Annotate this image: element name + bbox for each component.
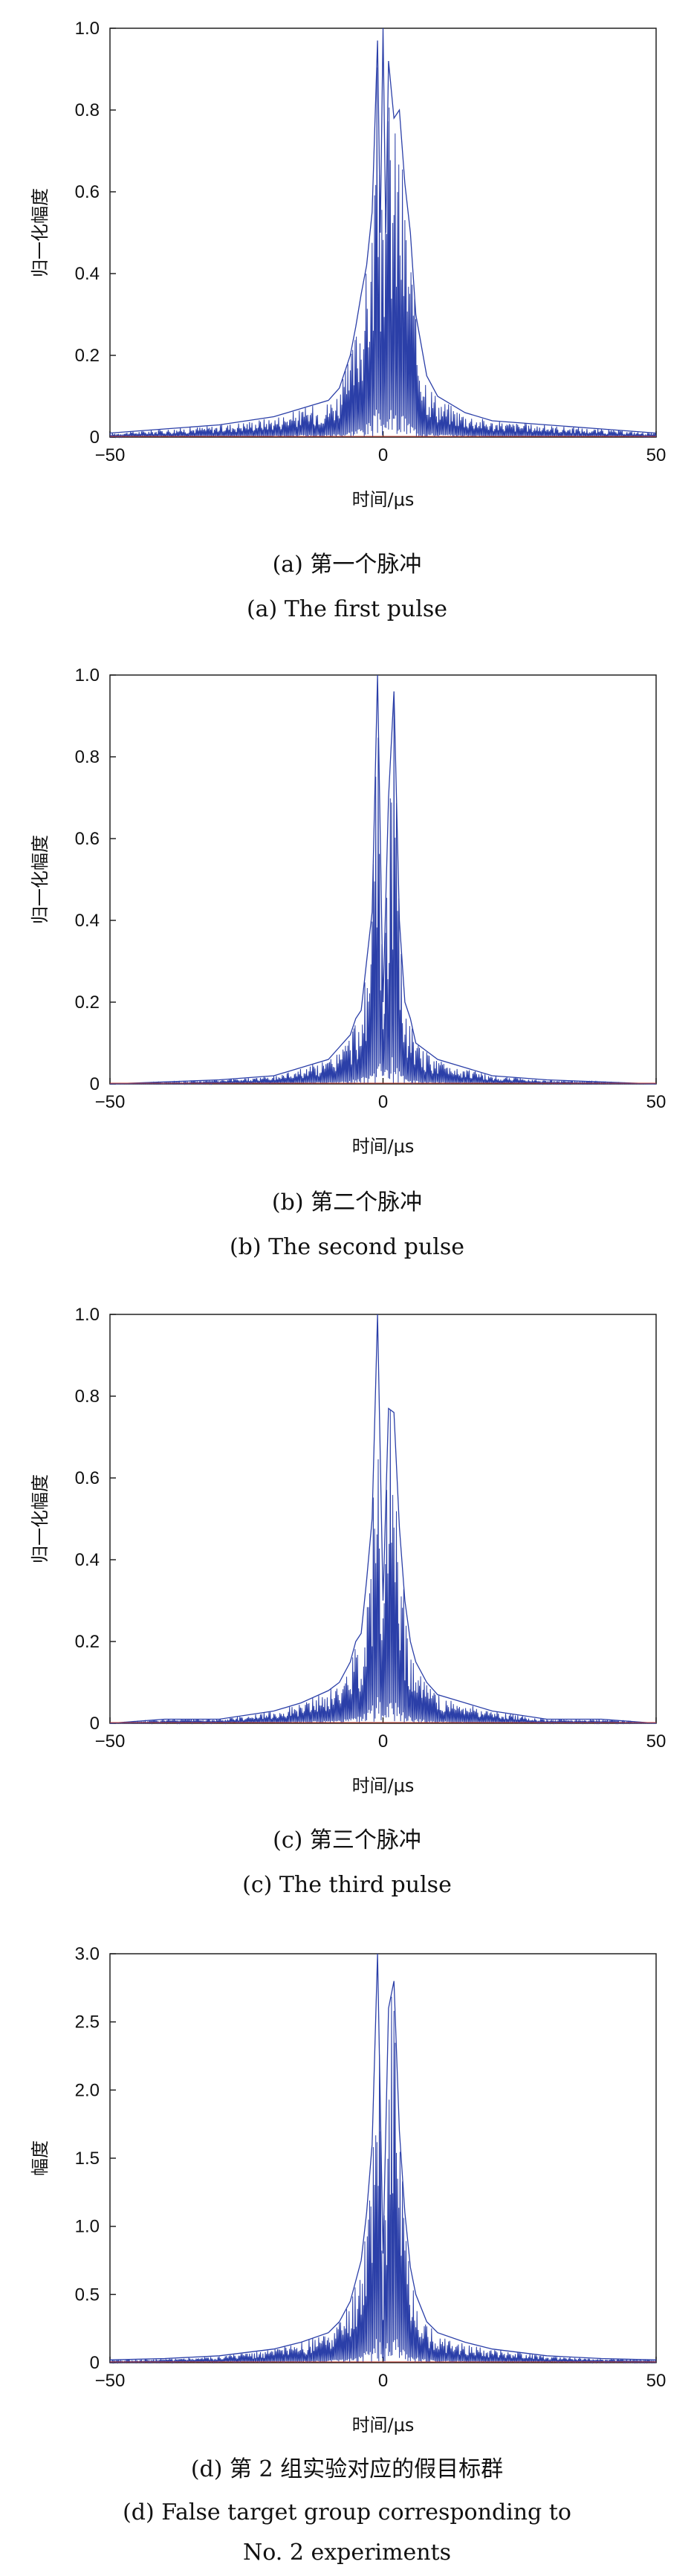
y-tick-label: 0: [90, 1074, 100, 1094]
series-line: [109, 674, 657, 1085]
x-tick-label: 50: [646, 1731, 667, 1752]
signal-trace: [110, 696, 656, 1085]
caption-b-cn: (b) 第二个脉冲: [271, 1189, 423, 1216]
caption-a-cn: (a) 第一个脉冲: [272, 552, 422, 578]
y-tick-label: 3.0: [75, 1944, 100, 1964]
x-tick-label: −50: [95, 1092, 126, 1112]
x-tick-label: −50: [95, 1731, 126, 1752]
series-line: [109, 28, 657, 434]
signal-trace: [110, 1410, 656, 1725]
y-tick-label: 0.8: [75, 747, 100, 767]
x-tick-label: 0: [378, 1092, 388, 1112]
chart-panel-a: 0 0.2 0.4 0.6 0.8 1.0 −50 0 50 时间/μs 归一化幅度 (a) 第一个…: [0, 0, 694, 647]
x-axis-label: 时间/μs: [352, 1136, 415, 1157]
y-tick-label: 1.0: [75, 19, 100, 39]
caption-b-en: (b) The second pulse: [229, 1234, 465, 1260]
y-tick-label: 0.2: [75, 1632, 100, 1652]
x-axis-label: 时间/μs: [352, 489, 415, 510]
signal-trace: [109, 1996, 657, 2364]
series-line: [109, 1953, 657, 2360]
caption-d-en-line2: No. 2 experiments: [242, 2540, 452, 2566]
y-axis-label: 归一化幅度: [30, 1474, 51, 1563]
x-tick-label: 50: [646, 1092, 667, 1112]
plot-frame: [109, 674, 657, 1085]
y-tick-label: 0.4: [75, 264, 100, 284]
y-tick-label: 0: [90, 427, 100, 448]
y-tick-label: 0.6: [75, 829, 100, 849]
y-axis-label: 归一化幅度: [30, 188, 51, 277]
x-tick-label: 50: [646, 2371, 667, 2391]
caption-d-en: (d) False target group corresponding to: [123, 2499, 571, 2525]
caption-c-en: (c) The third pulse: [242, 1872, 452, 1898]
x-axis-label: 时间/μs: [352, 2415, 415, 2435]
y-tick-label: 0.8: [75, 1387, 100, 1407]
caption-d-cn: (d) 第 2 组实验对应的假目标群: [190, 2456, 504, 2482]
y-tick-label: 0.8: [75, 100, 100, 120]
y-tick-label: 2.5: [75, 2012, 100, 2033]
x-axis-label: 时间/μs: [352, 1775, 415, 1796]
y-axis-label: 幅度: [30, 2140, 51, 2176]
y-tick-label: 0.4: [75, 911, 100, 931]
chart-panel-c: 0 0.2 0.4 0.6 0.8 1.0 −50 0 50 时间/μs 归一化幅度 (c) 第三个…: [0, 1286, 694, 1925]
chart-panel-d: 0 0.5 1.0 1.5 2.0 2.5 3.0 −50 0 50 时间/μs 幅度 (d) 第 2…: [0, 1925, 694, 2576]
y-tick-label: 2.0: [75, 2080, 100, 2100]
x-tick-label: −50: [95, 445, 126, 465]
plot-frame: [109, 28, 657, 438]
plot-frame: [109, 1953, 657, 2363]
x-tick-label: 0: [378, 445, 388, 465]
x-tick-label: −50: [95, 2371, 126, 2391]
y-tick-label: 0.4: [75, 1550, 100, 1570]
y-tick-label: 0.5: [75, 2285, 100, 2305]
y-tick-label: 0.2: [75, 992, 100, 1013]
y-axis-label: 归一化幅度: [30, 835, 51, 924]
signal-trace: [109, 67, 657, 439]
x-tick-label: 50: [646, 445, 667, 465]
caption-c-cn: (c) 第三个脉冲: [273, 1827, 421, 1853]
y-tick-label: 1.0: [75, 665, 100, 685]
y-tick-label: 1.0: [75, 2217, 100, 2237]
x-tick-label: 0: [378, 1731, 388, 1752]
y-tick-label: 0.2: [75, 346, 100, 366]
chart-panel-b: 0 0.2 0.4 0.6 0.8 1.0 −50 0 50 时间/μs 归一化幅度 (b) 第二个…: [0, 647, 694, 1286]
y-tick-label: 0: [90, 1714, 100, 1734]
series-line: [109, 1314, 657, 1724]
x-tick-label: 0: [378, 2371, 388, 2391]
y-tick-label: 0.6: [75, 1468, 100, 1488]
y-tick-label: 0.6: [75, 182, 100, 202]
y-tick-label: 0: [90, 2353, 100, 2373]
y-tick-label: 1.5: [75, 2149, 100, 2169]
y-tick-label: 1.0: [75, 1305, 100, 1325]
caption-a-en: (a) The first pulse: [246, 596, 448, 622]
